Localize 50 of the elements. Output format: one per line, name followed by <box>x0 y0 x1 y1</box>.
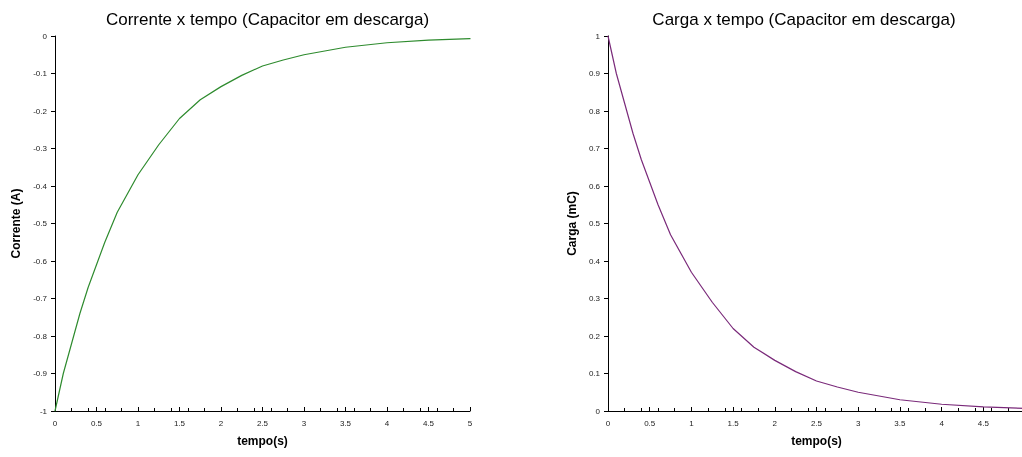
y-axis-title: Carga (mC) <box>564 191 579 256</box>
y-tick-label: -0.6 <box>33 256 48 266</box>
x-tick-label: 4.5 <box>422 418 435 428</box>
x-tick-label: 0.5 <box>90 418 103 428</box>
x-tick-label: 4 <box>384 418 390 428</box>
x-tick-label: 0.5 <box>644 418 656 428</box>
y-tick-label: 0.2 <box>588 331 601 341</box>
y-tick-label: 0.4 <box>588 256 601 266</box>
y-tick-label: -0.9 <box>33 369 48 378</box>
x-tick-label: 3.5 <box>339 418 352 428</box>
x-tick-label: 1.5 <box>173 418 186 428</box>
y-tick-label: -0.1 <box>33 69 48 78</box>
x-axis-title: tempo(s) <box>237 434 288 448</box>
y-tick-label: 0.3 <box>588 294 601 303</box>
x-tick-label: 2.5 <box>256 418 269 428</box>
chart-title: Carga x tempo (Capacitor em descarga) <box>652 10 956 29</box>
chart-title: Corrente x tempo (Capacitor em descarga) <box>105 10 430 29</box>
x-tick-label: 4.5 <box>977 418 990 428</box>
y-tick-label: 0.7 <box>588 144 601 153</box>
y-tick-label: -0.5 <box>33 219 48 228</box>
x-tick-label: 3 <box>855 418 861 428</box>
y-tick-label: 0.8 <box>588 106 601 116</box>
y-tick-label: 0.1 <box>588 369 601 378</box>
y-tick-label: 1 <box>595 31 601 41</box>
y-tick-label: 0.6 <box>588 181 601 191</box>
x-tick-label: 3 <box>301 418 307 428</box>
y-tick-label: -0.4 <box>33 181 48 191</box>
x-tick-label: 0 <box>52 418 58 428</box>
x-tick-label: 2 <box>218 418 224 428</box>
x-tick-label: 0 <box>605 418 611 428</box>
y-tick-label: 0 <box>595 406 601 416</box>
x-tick-label: 1.5 <box>727 418 740 428</box>
y-tick-label: 0.5 <box>588 219 601 228</box>
x-tick-label: 2 <box>772 418 778 428</box>
y-tick-label: 0.9 <box>588 69 601 78</box>
x-tick-label: 3.5 <box>894 418 907 428</box>
x-tick-label: 5 <box>467 418 473 428</box>
x-tick-label: 2.5 <box>810 418 823 428</box>
y-tick-label: -0.3 <box>33 144 48 153</box>
line-series <box>54 38 471 412</box>
x-tick-label: 4 <box>939 418 945 428</box>
x-tick-label: 1 <box>135 418 141 428</box>
y-tick-label: -0.7 <box>33 294 48 303</box>
x-axis-title: tempo(s) <box>791 434 842 448</box>
y-tick-label: -0.8 <box>33 331 48 341</box>
y-tick-label: 0 <box>42 31 48 41</box>
y-tick-label: -0.2 <box>33 106 48 116</box>
y-tick-label: -1 <box>39 406 48 416</box>
x-tick-label: 1 <box>689 418 695 428</box>
y-axis-title: Corrente (A) <box>9 188 24 259</box>
